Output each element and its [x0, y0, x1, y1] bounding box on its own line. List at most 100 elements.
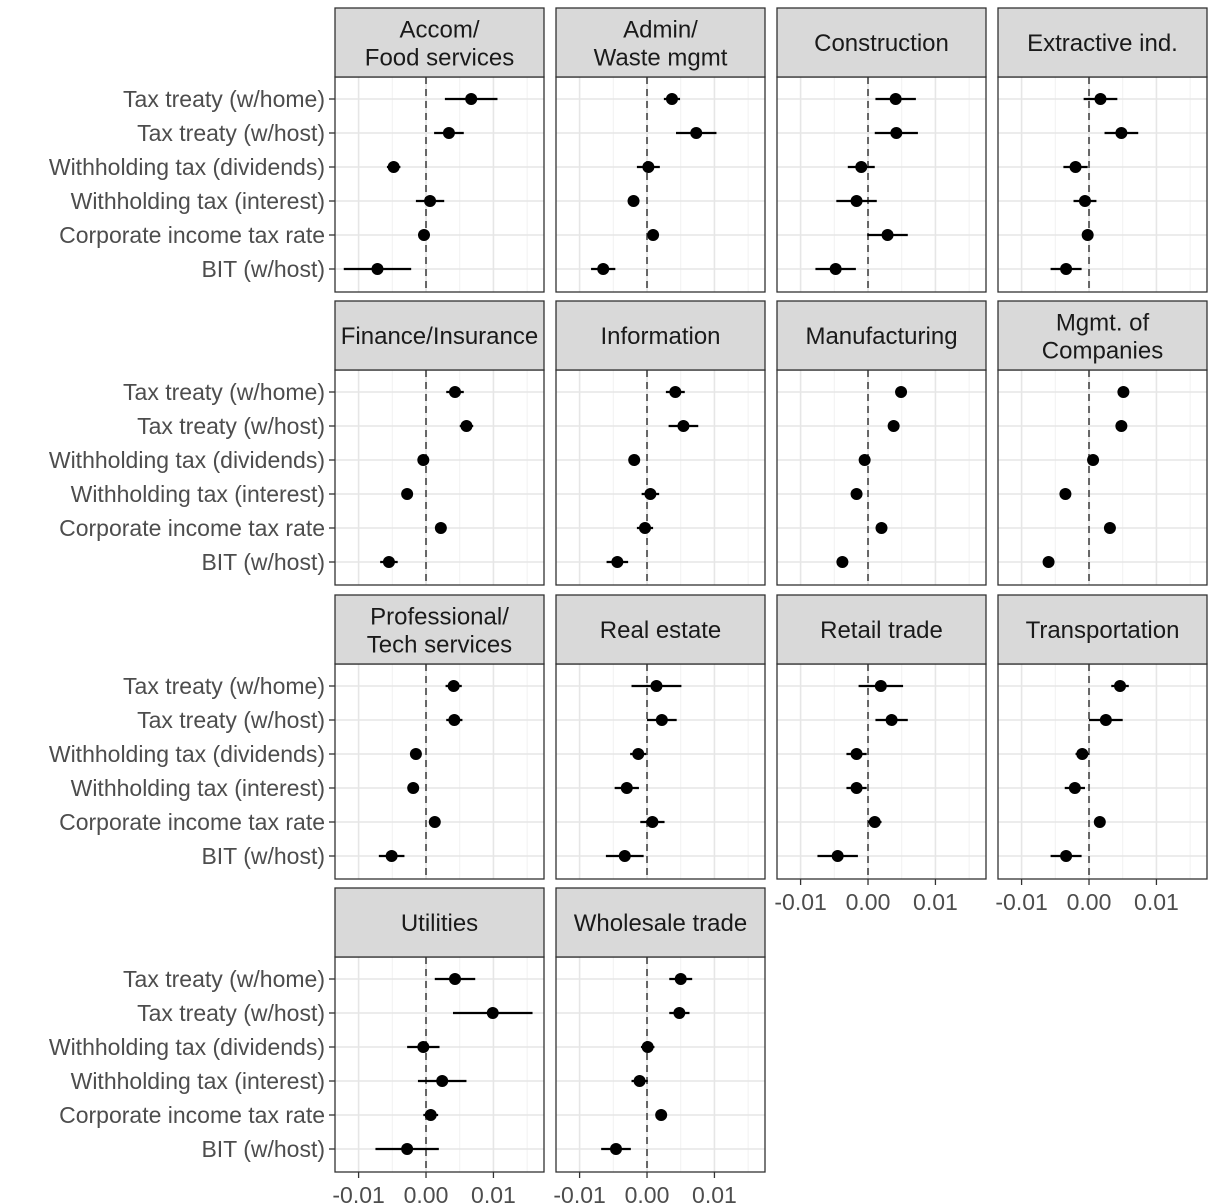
point-estimate: [442, 127, 455, 139]
x-tick-label: -0.01: [553, 1182, 605, 1203]
facet-strip: [334, 887, 545, 958]
point-estimate: [597, 263, 610, 275]
point-estimate: [1060, 263, 1073, 275]
point-estimate: [895, 386, 908, 398]
y-tick-label: Tax treaty (w/home): [123, 966, 325, 992]
x-tick-label: 0.00: [1067, 889, 1112, 915]
point-estimate: [486, 1007, 499, 1019]
point-estimate: [855, 161, 868, 173]
facet-title: Waste mgmt: [594, 44, 728, 71]
panel-background: [556, 77, 765, 292]
facet-strip: [555, 594, 766, 665]
point-estimate: [1042, 556, 1055, 568]
x-tick-label: 0.00: [404, 1182, 449, 1203]
point-estimate: [409, 748, 422, 760]
point-estimate: [460, 420, 473, 432]
point-estimate: [647, 229, 660, 241]
facet-strip: [334, 594, 545, 665]
facet-panel: Information: [555, 300, 766, 586]
facet-strip: [776, 594, 987, 665]
y-tick-label: BIT (w/host): [201, 843, 325, 869]
point-estimate: [887, 420, 900, 432]
facet-panel: Retail trade -0.01 0.00 0.01: [774, 594, 987, 915]
point-estimate: [385, 850, 398, 862]
point-estimate: [1068, 782, 1081, 794]
point-estimate: [618, 850, 631, 862]
y-tick-label: Tax treaty (w/home): [123, 86, 325, 112]
y-tick-label: Corporate income tax rate: [59, 809, 325, 835]
panel-background: [556, 664, 765, 879]
facet-title: Mgmt. of: [1056, 310, 1150, 337]
facet-title: Wholesale trade: [574, 910, 747, 937]
point-estimate: [655, 714, 668, 726]
point-estimate: [638, 522, 651, 534]
point-estimate: [627, 195, 640, 207]
x-tick-label: 0.00: [846, 889, 891, 915]
facet-title: Companies: [1042, 337, 1163, 364]
point-estimate: [401, 1143, 414, 1155]
panel-background: [998, 370, 1207, 585]
y-tick-label: Withholding tax (dividends): [49, 1034, 325, 1060]
y-tick-label: Withholding tax (interest): [71, 481, 325, 507]
point-estimate: [881, 229, 894, 241]
y-tick-label: Withholding tax (interest): [71, 188, 325, 214]
facet-panel: Wholesale trade -0.01 0.00 0.01: [553, 887, 766, 1203]
point-estimate: [632, 748, 645, 760]
point-estimate: [1093, 816, 1106, 828]
y-tick-label: Withholding tax (dividends): [49, 447, 325, 473]
panel-background: [998, 77, 1207, 292]
point-estimate: [677, 420, 690, 432]
panel-background: [556, 370, 765, 585]
point-estimate: [424, 1109, 437, 1121]
x-tick-label: 0.01: [471, 1182, 516, 1203]
facet-strip: [555, 7, 766, 78]
facet-panel: Finance/Insurance Tax treaty (w/home) Tax …: [49, 300, 545, 586]
point-estimate: [655, 1109, 668, 1121]
point-estimate: [449, 386, 462, 398]
point-estimate: [611, 556, 624, 568]
y-tick-label: BIT (w/host): [201, 549, 325, 575]
point-estimate: [387, 161, 400, 173]
facet-title: Food services: [365, 44, 514, 71]
point-estimate: [1081, 229, 1094, 241]
y-tick-label: Corporate income tax rate: [59, 1102, 325, 1128]
panel-background: [335, 664, 544, 879]
point-estimate: [382, 556, 395, 568]
facet-title: Extractive ind.: [1027, 30, 1178, 57]
point-estimate: [650, 680, 663, 692]
point-estimate: [889, 93, 902, 105]
facet-title: Information: [600, 323, 720, 350]
point-estimate: [850, 782, 863, 794]
point-estimate: [417, 1041, 430, 1053]
point-estimate: [875, 522, 888, 534]
facet-panel: Manufacturing: [776, 300, 987, 586]
point-estimate: [448, 714, 461, 726]
facet-strip: [334, 7, 545, 78]
point-estimate: [417, 229, 430, 241]
point-estimate: [641, 1041, 654, 1053]
facet-title: Real estate: [600, 617, 721, 644]
facet-strip: [555, 887, 766, 958]
point-estimate: [850, 195, 863, 207]
facet-strip: [776, 300, 987, 371]
x-tick-label: -0.01: [774, 889, 826, 915]
point-estimate: [1060, 850, 1073, 862]
point-estimate: [669, 386, 682, 398]
y-tick-label: Withholding tax (interest): [71, 775, 325, 801]
point-estimate: [1087, 454, 1100, 466]
point-estimate: [831, 850, 844, 862]
point-estimate: [665, 93, 678, 105]
point-estimate: [829, 263, 842, 275]
point-estimate: [1117, 386, 1130, 398]
y-tick-label: Corporate income tax rate: [59, 222, 325, 248]
x-tick-label: 0.01: [692, 1182, 737, 1203]
y-tick-label: BIT (w/host): [201, 256, 325, 282]
facet-panel: Extractive ind.: [997, 7, 1208, 293]
facet-panel: Transportation -0.01 0.00 0.01: [995, 594, 1208, 915]
y-tick-label: Corporate income tax rate: [59, 515, 325, 541]
x-tick-label: -0.01: [332, 1182, 384, 1203]
point-estimate: [642, 161, 655, 173]
point-estimate: [644, 488, 657, 500]
facet-title: Construction: [814, 30, 949, 57]
